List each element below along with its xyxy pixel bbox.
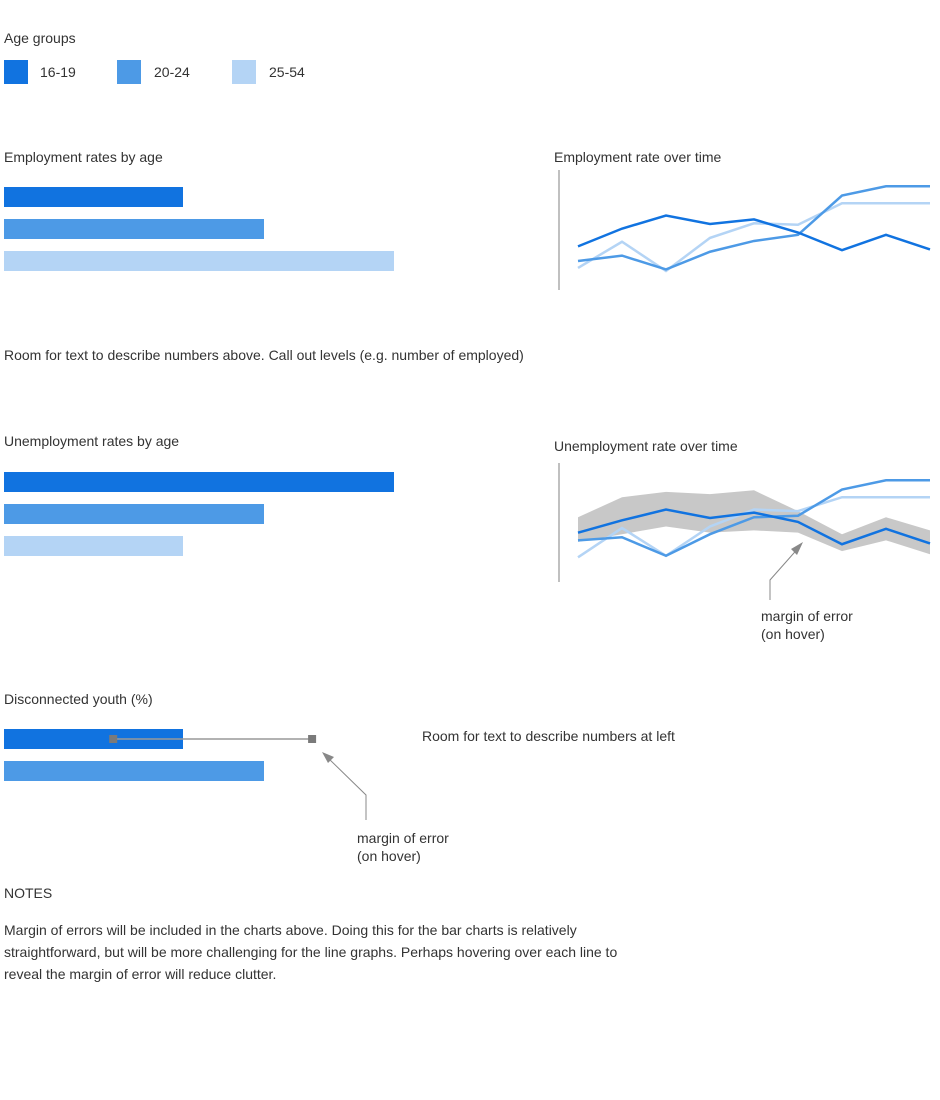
notes-heading: NOTES (4, 885, 53, 901)
emp-lines-series-25-54[interactable] (577, 201, 930, 273)
unemployment-bar-25-54 (4, 536, 184, 556)
legend-label-25-54: 25-54 (269, 64, 305, 80)
unemp-lines-series-20-24[interactable] (577, 479, 930, 558)
legend-title: Age groups (4, 30, 76, 46)
legend-label-16-19: 16-19 (40, 64, 76, 80)
unemployment-callout-arrowhead (791, 542, 803, 555)
unemployment-bar-20-24 (4, 504, 265, 524)
disconnected-note: Room for text to describe numbers at lef… (422, 728, 675, 744)
disconnected-moe-low-marker (109, 735, 118, 743)
disconnected-callout-line (325, 755, 367, 820)
employment-bar-16-19 (4, 187, 184, 207)
unemployment-bar-title: Unemployment rates by age (4, 433, 180, 449)
legend-label-20-24: 20-24 (154, 64, 190, 80)
employment-bar-25-54 (4, 251, 394, 271)
unemployment-callout-line1: margin of error (761, 608, 853, 624)
employment-line-title: Employment rate over time (554, 149, 722, 165)
emp-lines-series-20-24[interactable] (577, 185, 930, 271)
legend-swatch-20-24 (117, 60, 141, 84)
disconnected-bar-20-24 (4, 761, 265, 781)
disconnected-callout-line1: margin of error (357, 830, 449, 846)
employment-bar-title: Employment rates by age (4, 149, 163, 165)
unemp-lines-series-25-54[interactable] (577, 495, 930, 559)
employment-lines (577, 185, 931, 273)
employment-bar-20-24 (4, 219, 265, 239)
disconnected-moe (109, 735, 317, 743)
notes-body: Margin of errors will be included in the… (4, 922, 618, 982)
unemployment-moe-layer (578, 490, 930, 555)
emp-lines-series-16-19[interactable] (577, 214, 931, 252)
disconnected-callout-arrowhead (322, 752, 334, 763)
unemployment-lines (577, 479, 931, 559)
employment-note: Room for text to describe numbers above.… (4, 347, 524, 363)
disconnected-callout-line2: (on hover) (357, 848, 421, 864)
unemployment-line-title: Unemployment rate over time (554, 438, 738, 454)
disconnected-moe-high-marker (308, 735, 317, 743)
legend-swatch-16-19 (4, 60, 28, 84)
disconnected-title: Disconnected youth (%) (4, 691, 153, 707)
unemployment-callout-line2: (on hover) (761, 626, 825, 642)
unemployment-moe-band (578, 490, 930, 555)
unemp-lines-series-16-19[interactable] (577, 508, 931, 546)
unemployment-bar-16-19 (4, 472, 394, 492)
legend-swatch-25-54 (232, 60, 256, 84)
unemployment-callout-line (769, 544, 802, 600)
disconnected-bar-16-19 (4, 729, 184, 749)
